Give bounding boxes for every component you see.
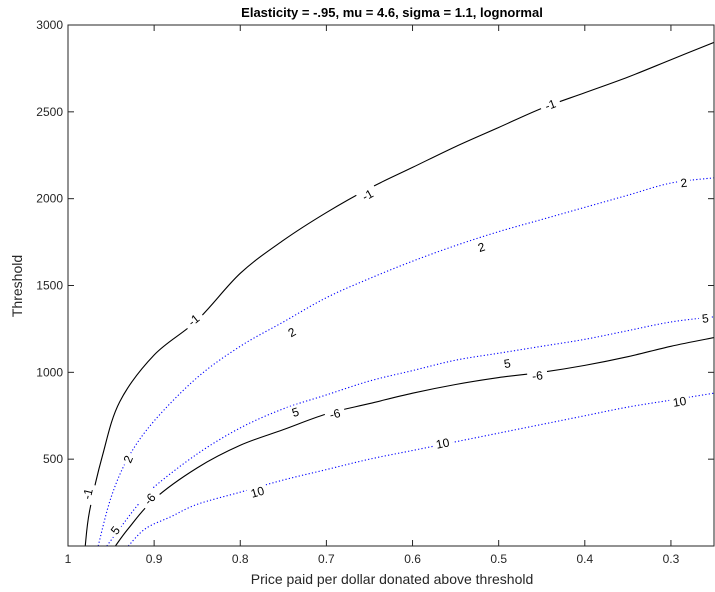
contour-label-group: 5 [698,310,713,327]
contour-label: 10 [672,394,688,410]
contour-label: 5 [701,311,710,326]
contour-label-group: 10 [668,393,691,411]
contour-label: 2 [121,453,137,465]
y-tick-label: 2500 [36,105,63,119]
contour-label-group: 2 [119,450,138,468]
contour-label: -1 [543,96,558,113]
contour-label-knockout [676,175,692,191]
contour-label-group: -1 [181,308,206,332]
contour-label-group: 10 [245,482,270,502]
contour-label-group: 5 [105,520,125,540]
x-tick-label: 0.8 [232,552,249,566]
contour-label-group: 2 [473,238,490,256]
x-tick-label: 0.3 [663,552,680,566]
contour-label-group: -1 [538,94,563,115]
x-tick-label: 0.5 [490,552,507,566]
contour-label: -6 [531,368,544,383]
x-axis-ticks: 1 0.9 0.8 0.7 0.6 0.5 0.4 0.3 [65,25,680,566]
x-tick-label: 0.6 [404,552,421,566]
contour-label-knockout [287,403,304,421]
contour-label-group: 2 [282,323,302,342]
contour-label: 5 [290,404,301,419]
contour-label-knockout [473,238,490,256]
contour-label-knockout [355,184,380,207]
contour-line--6 [114,337,714,546]
contour-label-knockout [137,486,162,512]
x-tick-label: 1 [65,552,72,566]
contour-label-knockout [499,355,515,372]
contour-label: 2 [476,240,487,255]
x-axis-label: Price paid per dollar donated above thre… [251,571,534,587]
contour-label-group: 5 [287,403,304,421]
contour-label-group: -6 [526,367,549,384]
y-tick-label: 2000 [36,192,63,206]
x-tick-label: 0.9 [146,552,163,566]
chart-title: Elasticity = -.95, mu = 4.6, sigma = 1.1… [241,5,543,20]
contour-label-knockout [282,323,302,342]
contour-labels: -1 -1 -1 -1 2 2 2 2 5 5 5 5 -6 -6 -6 10 10 10 [78,94,713,540]
y-axis-label: Threshold [9,255,25,317]
contour-label: -6 [328,406,342,422]
x-tick-label: 0.4 [576,552,593,566]
contour-label-knockout [668,393,691,411]
y-tick-label: 3000 [36,18,63,32]
contour-label: 5 [503,356,512,371]
contour-label: -1 [80,487,96,501]
contour-label-knockout [698,310,713,327]
contour-label-group: -1 [78,482,97,506]
contour-label-knockout [78,482,97,506]
contour-label: 10 [249,484,266,501]
plot-area [68,25,714,546]
contour-line--1 [84,41,714,546]
contour-lines [84,41,714,546]
y-axis-ticks: 500 1000 1500 2000 2500 3000 [36,18,714,466]
x-tick-label: 0.7 [318,552,335,566]
contour-label-knockout [181,308,206,332]
contour-label-group: -1 [355,184,380,207]
y-tick-label: 1500 [36,279,63,293]
y-tick-label: 500 [43,452,63,466]
y-tick-label: 1000 [36,365,63,379]
contour-label: 2 [680,176,689,191]
contour-label-group: 10 [431,434,454,453]
contour-label-knockout [431,434,454,453]
contour-label-knockout [119,450,138,468]
contour-label-knockout [323,404,347,424]
contour-label-knockout [105,520,125,540]
contour-label-knockout [526,367,549,384]
contour-label-group: -6 [323,404,347,424]
contour-label-knockout [538,94,563,115]
contour-label: 10 [435,435,451,451]
axes-box [67,24,715,547]
contour-label-group: 2 [676,175,692,191]
contour-label-group: 5 [499,355,515,372]
contour-label-knockout [245,482,270,502]
contour-label-group: -6 [137,486,162,512]
